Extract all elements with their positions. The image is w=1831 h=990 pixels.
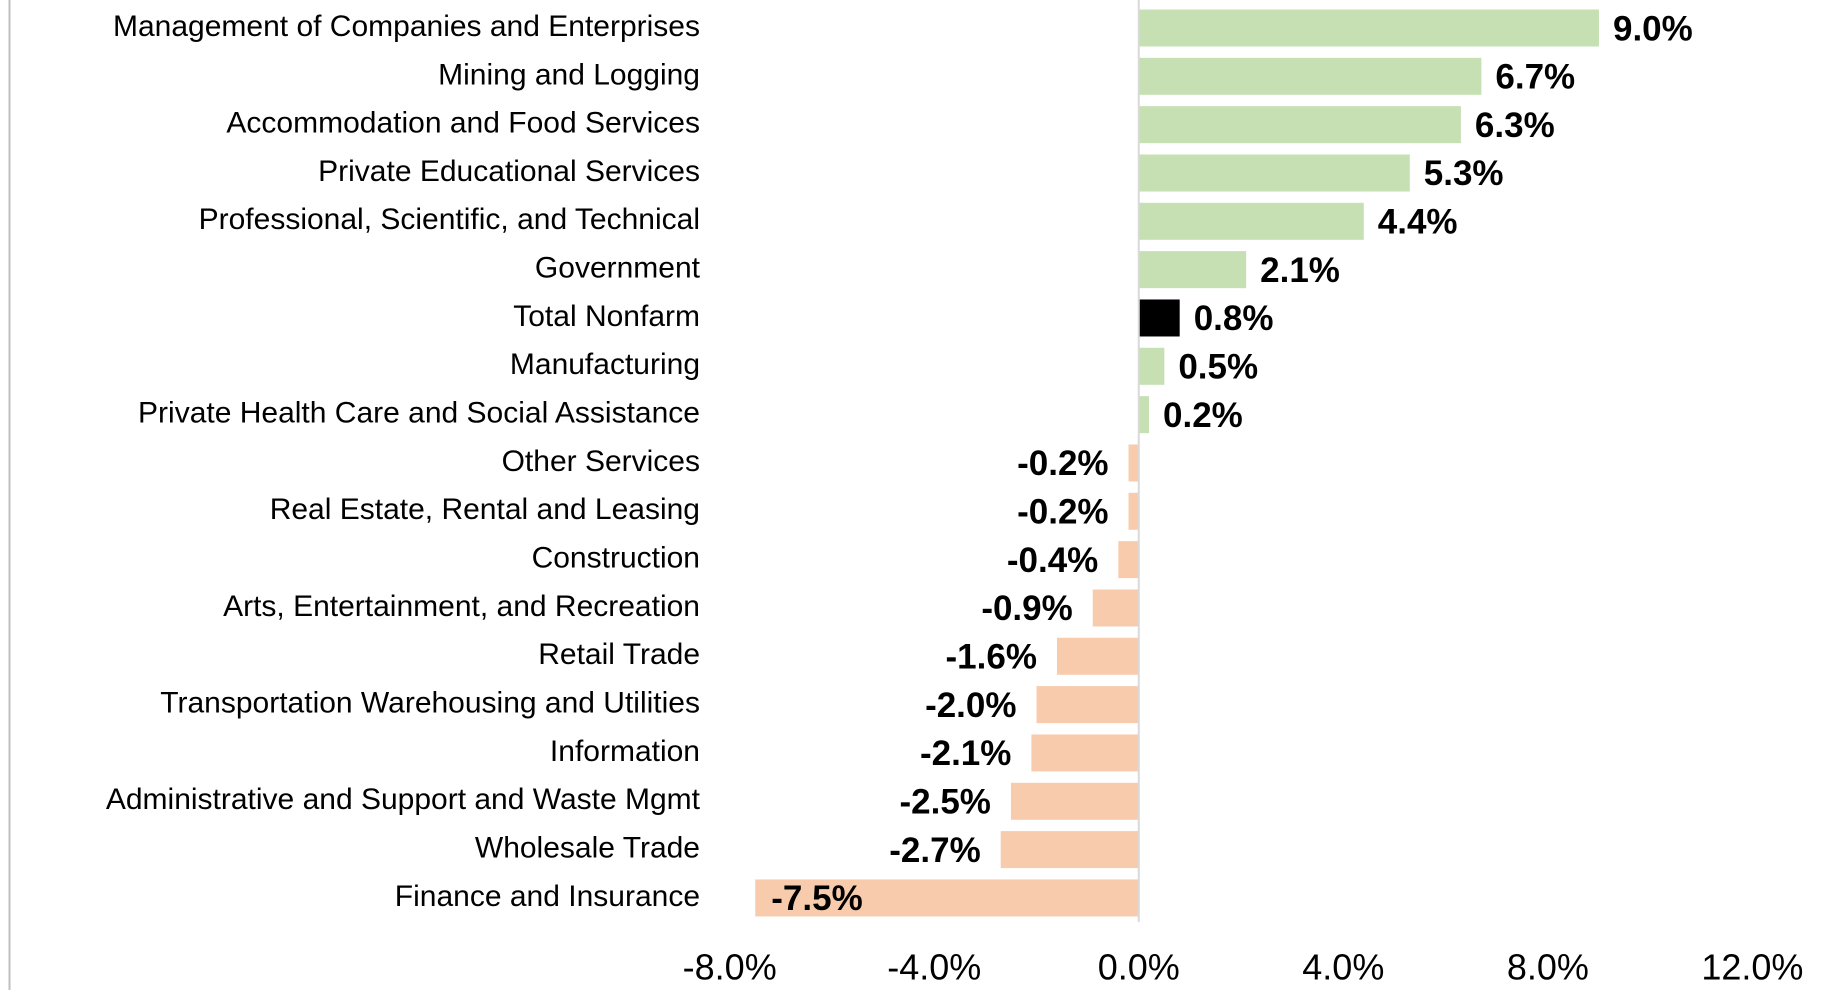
bar xyxy=(1138,9,1599,47)
value-label: 6.3% xyxy=(1475,106,1555,145)
bar xyxy=(1000,831,1139,869)
value-label: -0.2% xyxy=(1017,493,1108,532)
bar xyxy=(1128,492,1139,530)
category-label: Mining and Logging xyxy=(438,58,700,91)
value-label: -2.7% xyxy=(889,831,980,870)
value-label: -0.9% xyxy=(981,589,1072,628)
x-tick-label: 4.0% xyxy=(1302,947,1384,988)
category-label: Accommodation and Food Services xyxy=(226,107,700,140)
category-label: Information xyxy=(550,735,700,768)
bar xyxy=(1010,782,1139,820)
value-label: 5.3% xyxy=(1424,154,1504,193)
value-label: 0.5% xyxy=(1178,348,1258,387)
value-label: -1.6% xyxy=(946,638,1037,677)
value-label: 4.4% xyxy=(1378,203,1458,242)
x-tick-label: -4.0% xyxy=(887,947,981,988)
category-label: Finance and Insurance xyxy=(395,880,700,913)
category-label: Other Services xyxy=(502,445,700,478)
x-tick-label: 0.0% xyxy=(1098,947,1180,988)
category-label: Construction xyxy=(532,542,700,575)
category-label: Government xyxy=(535,252,701,285)
bar xyxy=(1138,251,1247,289)
category-label: Management of Companies and Enterprises xyxy=(113,10,700,43)
value-label: -7.5% xyxy=(771,879,862,918)
value-label: -2.1% xyxy=(920,734,1011,773)
x-tick-label: 8.0% xyxy=(1507,947,1589,988)
value-label: -2.0% xyxy=(925,686,1016,725)
category-label: Real Estate, Rental and Leasing xyxy=(270,493,700,526)
bar xyxy=(1056,637,1139,675)
category-label: Administrative and Support and Waste Mgm… xyxy=(106,783,701,816)
value-label: 9.0% xyxy=(1613,9,1693,48)
bar xyxy=(1138,57,1482,95)
value-label: 2.1% xyxy=(1260,251,1340,290)
value-label: 6.7% xyxy=(1495,58,1575,97)
category-label: Transportation Warehousing and Utilities xyxy=(160,687,700,720)
value-label: -0.4% xyxy=(1007,541,1098,580)
x-tick-label: 12.0% xyxy=(1701,947,1803,988)
category-label: Arts, Entertainment, and Recreation xyxy=(223,590,700,623)
bar xyxy=(1138,154,1410,192)
value-label: -0.2% xyxy=(1017,444,1108,483)
bar xyxy=(1138,396,1150,434)
bar xyxy=(1138,106,1461,144)
bar xyxy=(755,879,1139,917)
value-label: 0.2% xyxy=(1163,396,1243,435)
category-label: Manufacturing xyxy=(510,348,700,381)
bar xyxy=(1036,686,1139,724)
category-label: Total Nonfarm xyxy=(513,300,700,333)
bar xyxy=(1031,734,1139,772)
bar xyxy=(1138,347,1165,385)
category-label: Private Educational Services xyxy=(318,155,700,188)
value-label: -2.5% xyxy=(900,783,991,822)
bar xyxy=(1138,202,1364,240)
bar xyxy=(1118,541,1139,579)
category-label: Private Health Care and Social Assistanc… xyxy=(138,397,700,430)
category-label: Wholesale Trade xyxy=(475,832,700,865)
x-tick-label: -8.0% xyxy=(683,947,777,988)
bar xyxy=(1128,444,1139,482)
bar xyxy=(1092,589,1139,627)
category-label: Professional, Scientific, and Technical xyxy=(199,203,700,236)
category-label: Retail Trade xyxy=(538,638,700,671)
bar xyxy=(1138,299,1180,337)
value-label: 0.8% xyxy=(1194,299,1274,338)
